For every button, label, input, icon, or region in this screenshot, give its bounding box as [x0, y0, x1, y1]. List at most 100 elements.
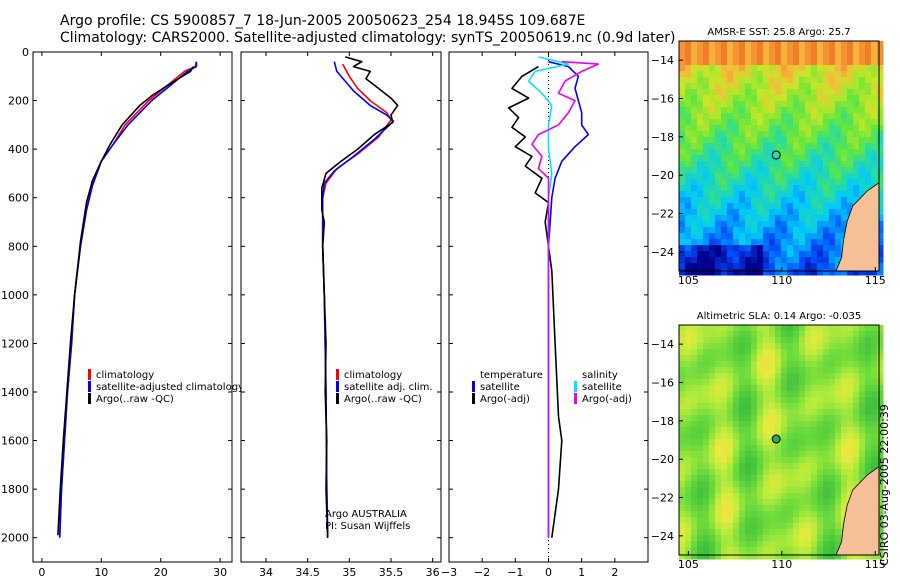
map-cell	[847, 197, 854, 204]
map-cell	[787, 451, 794, 458]
map-cell	[751, 529, 758, 536]
map-cell	[685, 337, 692, 344]
map-cell	[715, 337, 722, 344]
map-cell	[835, 173, 842, 180]
map-cell	[853, 325, 860, 332]
map-cell	[679, 499, 686, 506]
map-cell	[715, 59, 722, 66]
map-cell	[757, 167, 764, 174]
map-cell	[853, 331, 860, 338]
map-cell	[787, 457, 794, 464]
map-cell	[721, 463, 728, 470]
map-cell	[829, 95, 836, 102]
map-cell	[877, 167, 884, 174]
map-cell	[739, 257, 746, 264]
map-cell	[703, 349, 710, 356]
map-cell	[769, 433, 776, 440]
map-cell	[715, 373, 722, 380]
map-cell	[715, 137, 722, 144]
map-cell	[751, 263, 758, 270]
annotation-text: Argo AUSTRALIA	[325, 509, 407, 520]
map-cell	[769, 403, 776, 410]
map-cell	[727, 457, 734, 464]
map-cell	[811, 77, 818, 84]
map-cell	[733, 385, 740, 392]
map-cell	[709, 403, 716, 410]
map-cell	[727, 433, 734, 440]
map-cell	[805, 355, 812, 362]
map-cell	[775, 41, 782, 48]
map-cell	[745, 379, 752, 386]
map-cell	[709, 415, 716, 422]
map-cell	[679, 53, 686, 60]
map-cell	[811, 131, 818, 138]
map-cell	[745, 385, 752, 392]
map-cell	[877, 463, 884, 470]
map-cell	[739, 337, 746, 344]
y-tick-label: −18	[651, 131, 674, 144]
map-cell	[697, 499, 704, 506]
map-cell	[781, 113, 788, 120]
map-cell	[697, 355, 704, 362]
map-cell	[781, 535, 788, 542]
map-cell	[709, 325, 716, 332]
map-cell	[763, 457, 770, 464]
map-cell	[847, 83, 854, 90]
map-cell	[877, 445, 884, 452]
map-cell	[721, 233, 728, 240]
map-cell	[877, 47, 884, 54]
map-cell	[853, 403, 860, 410]
map-cell	[769, 415, 776, 422]
map-cell	[877, 403, 884, 410]
map-cell	[775, 47, 782, 54]
map-cell	[739, 197, 746, 204]
map-cell	[793, 197, 800, 204]
map-cell	[823, 125, 830, 132]
map-cell	[715, 409, 722, 416]
map-cell	[745, 239, 752, 246]
map-cell	[745, 179, 752, 186]
map-cell	[877, 173, 884, 180]
map-cell	[715, 379, 722, 386]
x-tick-label: 1	[578, 566, 585, 579]
map-cell	[877, 185, 884, 192]
map-cell	[757, 415, 764, 422]
map-cell	[865, 457, 872, 464]
map-cell	[781, 469, 788, 476]
map-cell	[769, 385, 776, 392]
map-cell	[691, 481, 698, 488]
map-cell	[823, 457, 830, 464]
map-cell	[769, 511, 776, 518]
map-cell	[799, 173, 806, 180]
map-cell	[859, 101, 866, 108]
map-cell	[877, 391, 884, 398]
map-cell	[691, 475, 698, 482]
y-tick-label: −18	[651, 415, 674, 428]
map-cell	[811, 529, 818, 536]
map-cell	[733, 215, 740, 222]
map-cell	[799, 535, 806, 542]
map-cell	[793, 221, 800, 228]
map-cell	[781, 269, 788, 276]
map-cell	[709, 481, 716, 488]
map-cell	[691, 361, 698, 368]
map-cell	[721, 203, 728, 210]
map-cell	[787, 179, 794, 186]
map-cell	[841, 149, 848, 156]
map-cell	[853, 119, 860, 126]
map-cell	[685, 209, 692, 216]
map-cell	[751, 517, 758, 524]
map-cell	[841, 421, 848, 428]
map-cell	[751, 197, 758, 204]
map-cell	[697, 475, 704, 482]
map-cell	[877, 263, 884, 270]
map-cell	[703, 47, 710, 54]
map-cell	[865, 349, 872, 356]
map-cell	[763, 349, 770, 356]
map-cell	[691, 167, 698, 174]
map-cell	[739, 227, 746, 234]
map-cell	[859, 53, 866, 60]
map-cell	[871, 89, 878, 96]
map-cell	[751, 191, 758, 198]
map-cell	[715, 463, 722, 470]
